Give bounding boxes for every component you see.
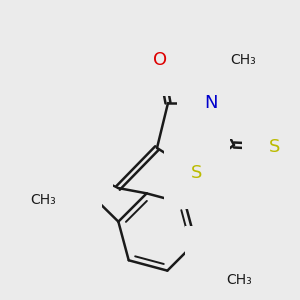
Text: O: O bbox=[61, 174, 75, 192]
Text: CH₃: CH₃ bbox=[226, 273, 252, 287]
Text: CH₃: CH₃ bbox=[230, 53, 256, 67]
Text: CH₃: CH₃ bbox=[30, 193, 56, 207]
Text: O: O bbox=[153, 51, 167, 69]
Text: N: N bbox=[204, 94, 218, 112]
Text: S: S bbox=[191, 164, 203, 182]
Text: S: S bbox=[269, 138, 281, 156]
Text: O: O bbox=[212, 253, 226, 271]
Text: H: H bbox=[76, 161, 88, 179]
